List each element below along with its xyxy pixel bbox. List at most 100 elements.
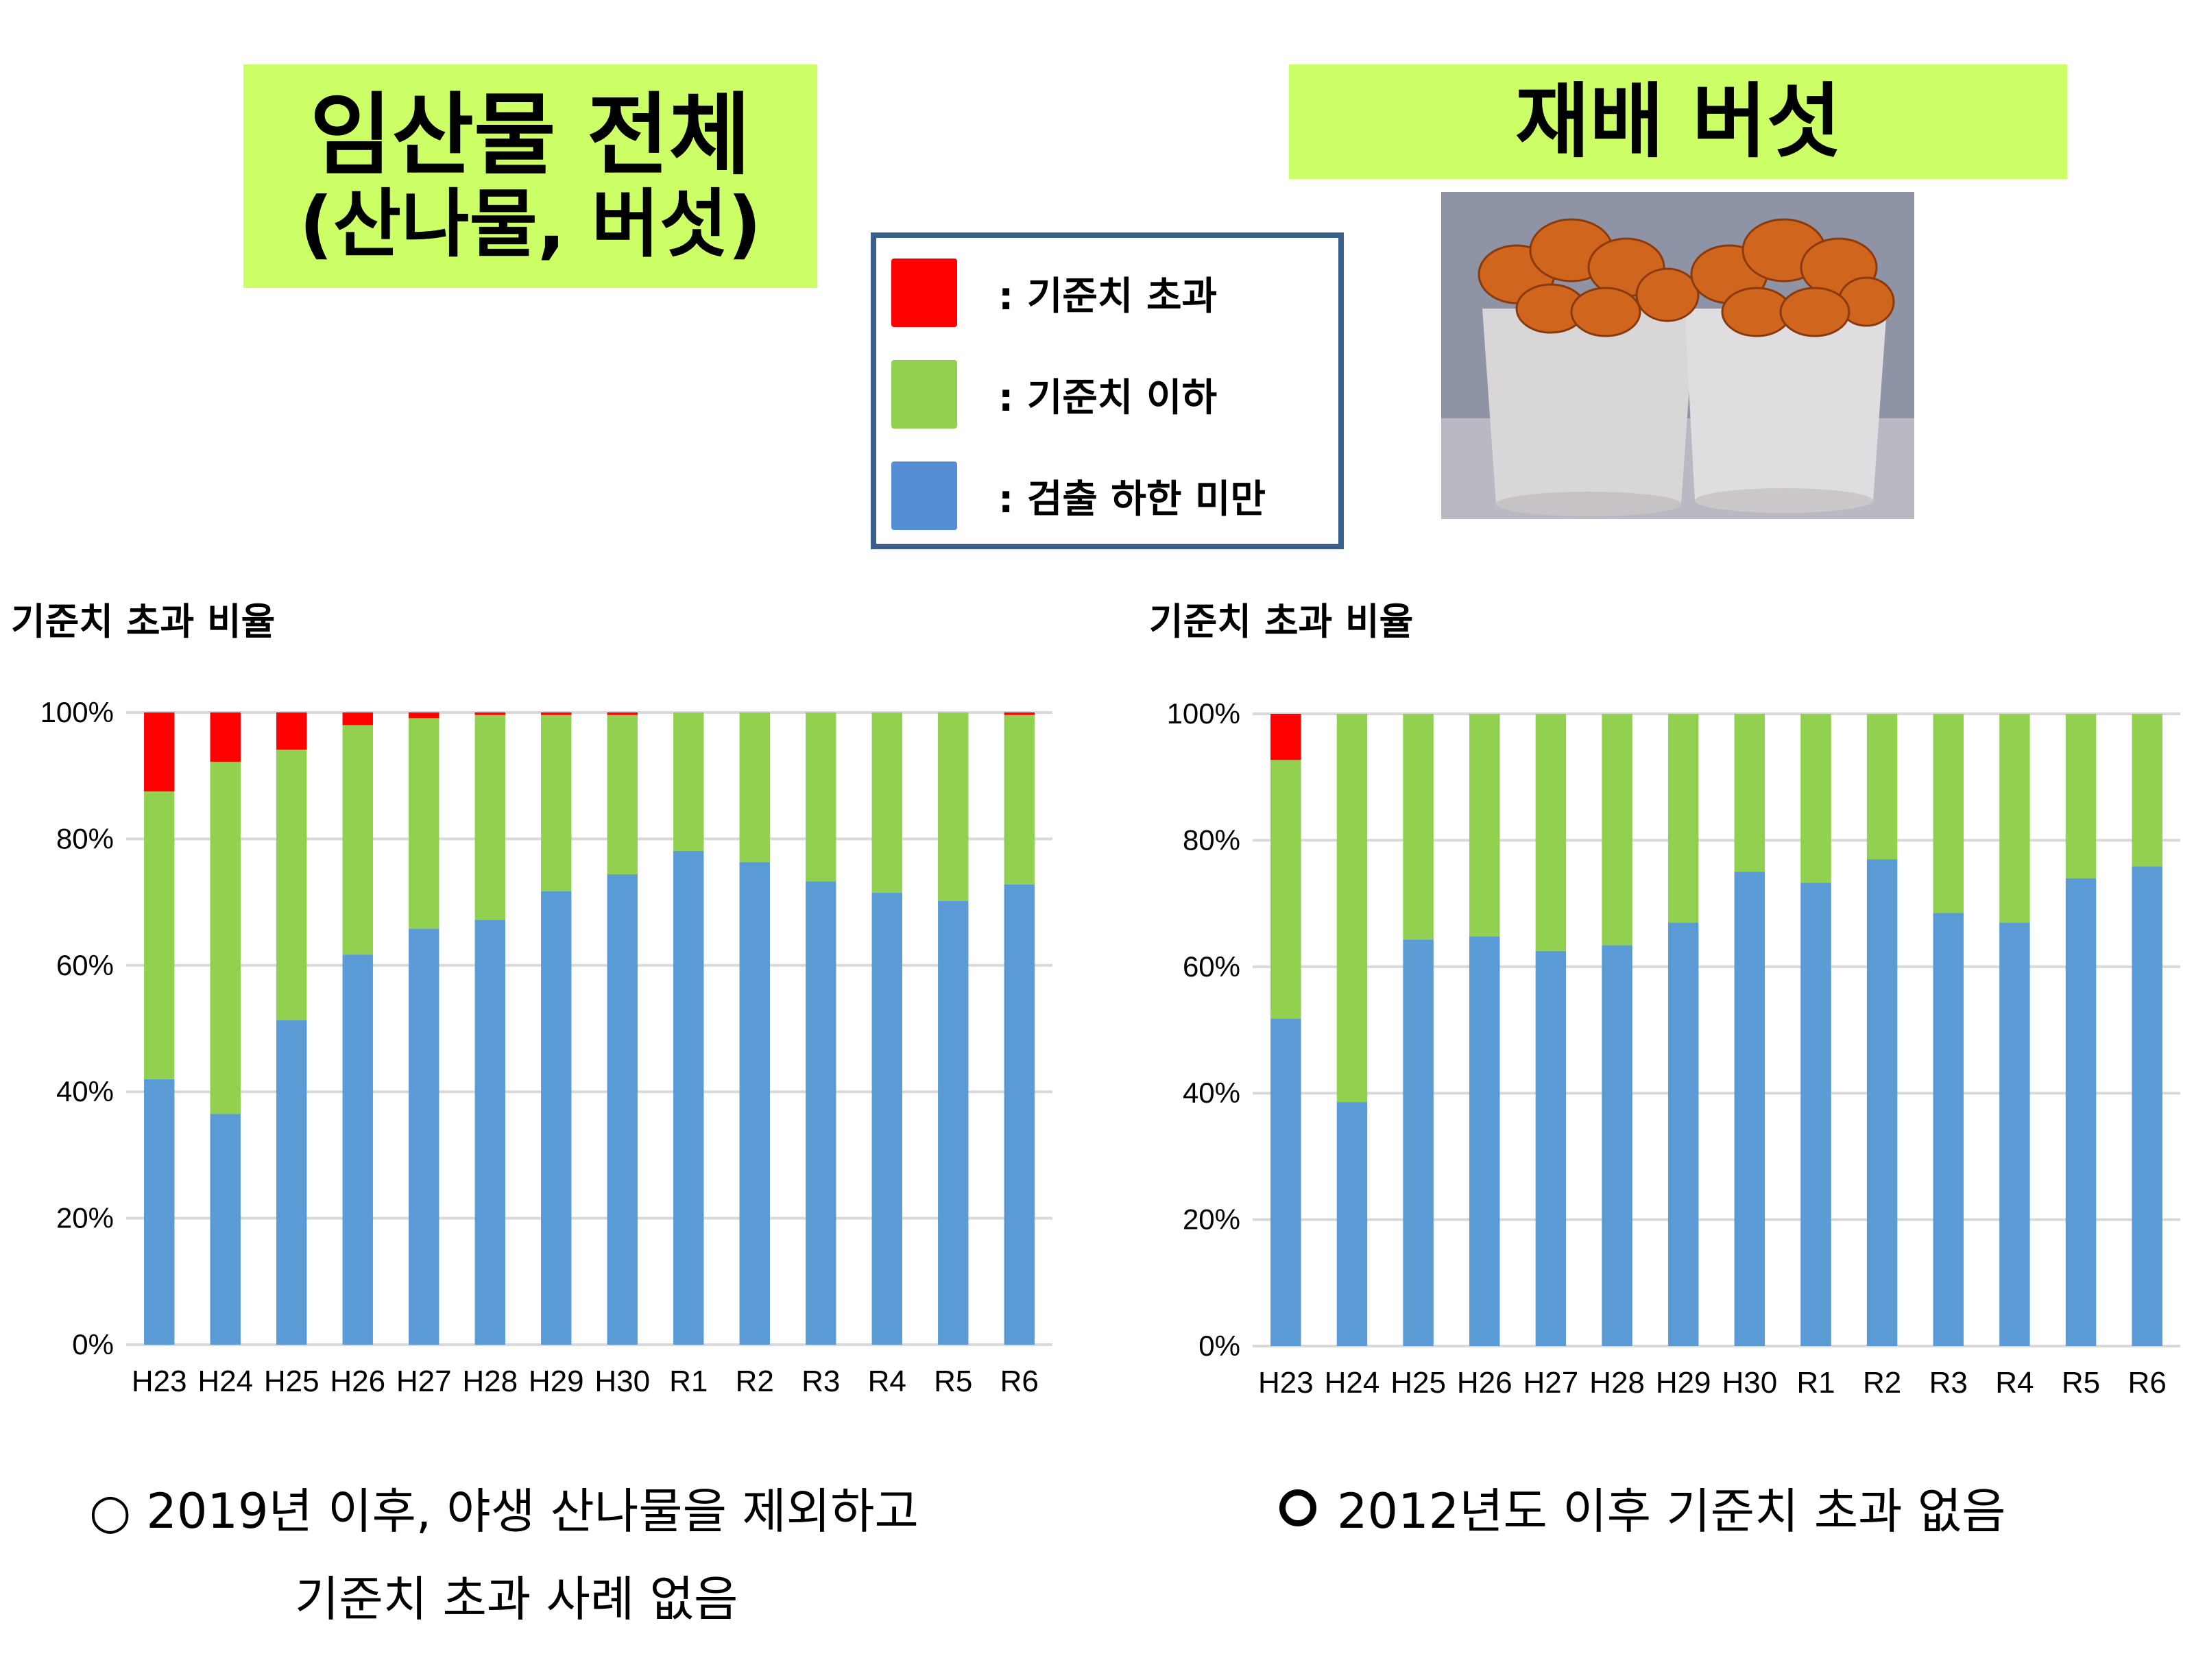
x-tick-label: H28: [1589, 1366, 1645, 1400]
bar-segment-exceeded: [607, 712, 638, 715]
mushroom-pot-right: [1685, 309, 1887, 513]
y-tick-label: 100%: [1167, 697, 1240, 730]
bar-segment-not-detected: [673, 850, 704, 1345]
legend-swatch-red: [891, 259, 957, 327]
bar-segment-exceeded: [1270, 714, 1301, 760]
y-tick-label: 0%: [1198, 1330, 1240, 1362]
x-tick-label: H30: [594, 1365, 650, 1398]
x-tick-label: H30: [1722, 1366, 1777, 1400]
bar-segment-not-detected: [1270, 1018, 1301, 1346]
bar-segment-below-limit: [1004, 715, 1035, 885]
bar-segment-below-limit: [1667, 714, 1699, 923]
bar-segment-not-detected: [739, 862, 770, 1345]
x-tick-label: H24: [197, 1365, 253, 1398]
bar-segment-below-limit: [1933, 714, 1964, 913]
bar-segment-below-limit: [871, 712, 902, 893]
note-right-text: 2012년도 이후 기준치 초과 없음: [1337, 1483, 2006, 1539]
bar-segment-not-detected: [1535, 950, 1567, 1346]
y-tick-label: 0%: [72, 1328, 114, 1360]
x-tick-label: H28: [462, 1365, 518, 1398]
y-tick-label: 20%: [1183, 1203, 1240, 1236]
y-tick-label: 60%: [1183, 950, 1240, 983]
bar-segment-below-limit: [739, 712, 770, 863]
bar-segment-below-limit: [1866, 714, 1898, 860]
bar-segment-exceeded: [210, 712, 241, 762]
bar-segment-below-limit: [1535, 714, 1567, 951]
x-tick-label: H26: [1457, 1366, 1512, 1400]
y-tick-label: 20%: [56, 1202, 114, 1234]
x-tick-label: H29: [1656, 1366, 1711, 1400]
title-cultivated-mushrooms: 재배 버섯: [1289, 64, 2067, 179]
bar-segment-below-limit: [1602, 714, 1632, 946]
y-tick-label: 40%: [56, 1075, 114, 1107]
legend-swatch-blue: [891, 461, 957, 530]
x-tick-label: R2: [1863, 1366, 1901, 1400]
bar-segment-exceeded: [409, 712, 439, 719]
bar-segment-not-detected: [871, 892, 902, 1345]
circle-bullet-icon: [1279, 1489, 1316, 1526]
bar-segment-not-detected: [409, 928, 439, 1345]
bar-segment-below-limit: [409, 718, 439, 929]
bar-segment-not-detected: [1999, 922, 2030, 1346]
x-tick-label: H25: [1390, 1366, 1446, 1400]
bar-segment-below-limit: [1403, 714, 1434, 940]
y-tick-label: 40%: [1183, 1077, 1240, 1109]
note-left-line-2: 기준치 초과 사례 없음: [295, 1571, 738, 1627]
bar-segment-not-detected: [474, 920, 505, 1345]
x-tick-label: R5: [2062, 1366, 2100, 1400]
x-tick-label: H27: [396, 1365, 452, 1398]
note-left-line-1: ○ 2019년 이후, 야생 산나물을 제외하고: [89, 1483, 919, 1539]
bar-segment-exceeded: [276, 712, 307, 750]
title-line-1: 임산물 전체: [309, 83, 751, 188]
bar-segment-not-detected: [1667, 922, 1699, 1346]
bar-segment-not-detected: [1469, 936, 1500, 1346]
bar-segment-not-detected: [144, 1079, 175, 1345]
bar-segment-exceeded: [1004, 712, 1035, 715]
x-tick-label: R1: [1796, 1366, 1835, 1400]
y-tick-label: 80%: [1183, 824, 1240, 856]
bar-segment-not-detected: [1734, 872, 1765, 1346]
x-tick-label: R6: [1000, 1365, 1039, 1398]
title-all-forest-products: 임산물 전체 (산나물, 버섯): [243, 64, 817, 288]
x-tick-label: R1: [669, 1365, 708, 1398]
bar-segment-below-limit: [1336, 714, 1368, 1103]
bar-segment-not-detected: [1403, 939, 1434, 1346]
y-tick-label: 80%: [56, 822, 114, 854]
chart-left: 0% 20% 40% 60% 80% 100% H23 H24 H25 H26 H27 H28 H29 H…: [40, 696, 1052, 1398]
x-tick-label: H26: [330, 1365, 385, 1398]
note-right: 2012년도 이후 기준치 초과 없음: [1279, 1473, 2006, 1542]
bar-segment-not-detected: [342, 955, 373, 1345]
bar-segment-below-limit: [806, 712, 836, 882]
x-tick-label: R2: [736, 1365, 774, 1398]
mushroom-photo: [1441, 192, 1914, 519]
bar-segment-not-detected: [1336, 1102, 1368, 1346]
bar-segment-below-limit: [2132, 714, 2162, 867]
x-tick-label: R5: [934, 1365, 972, 1398]
legend-label: : 기준치 초과: [998, 274, 1217, 319]
bar-segment-not-detected: [210, 1114, 241, 1345]
legend-item-not-detected: : 검출 하한 미만: [891, 461, 1266, 530]
bar-segment-below-limit: [1734, 714, 1765, 872]
y-tick-label: 100%: [40, 696, 114, 728]
legend-label: : 기준치 이하: [998, 375, 1217, 420]
legend-swatch-green: [891, 360, 957, 429]
bar-segment-below-limit: [144, 791, 175, 1079]
bar-segment-exceeded: [342, 712, 373, 725]
bar-segment-below-limit: [210, 761, 241, 1114]
bar-segment-below-limit: [541, 715, 572, 891]
bar-segment-not-detected: [806, 881, 836, 1345]
bar-segment-not-detected: [276, 1020, 307, 1345]
title-line-2: (산나물, 버섯): [299, 182, 762, 268]
bar-segment-below-limit: [474, 715, 505, 920]
x-tick-label: R3: [801, 1365, 840, 1398]
bar-segment-not-detected: [1602, 945, 1632, 1346]
bar-segment-not-detected: [2132, 866, 2162, 1346]
bar-segment-not-detected: [1866, 859, 1898, 1346]
bar-segment-below-limit: [938, 712, 969, 901]
bar-segment-exceeded: [474, 712, 505, 715]
bar-segment-below-limit: [1800, 714, 1831, 883]
x-tick-label: H29: [529, 1365, 584, 1398]
bar-segment-below-limit: [607, 715, 638, 875]
x-tick-label: R3: [1929, 1366, 1968, 1400]
x-tick-label: R6: [2128, 1366, 2167, 1400]
